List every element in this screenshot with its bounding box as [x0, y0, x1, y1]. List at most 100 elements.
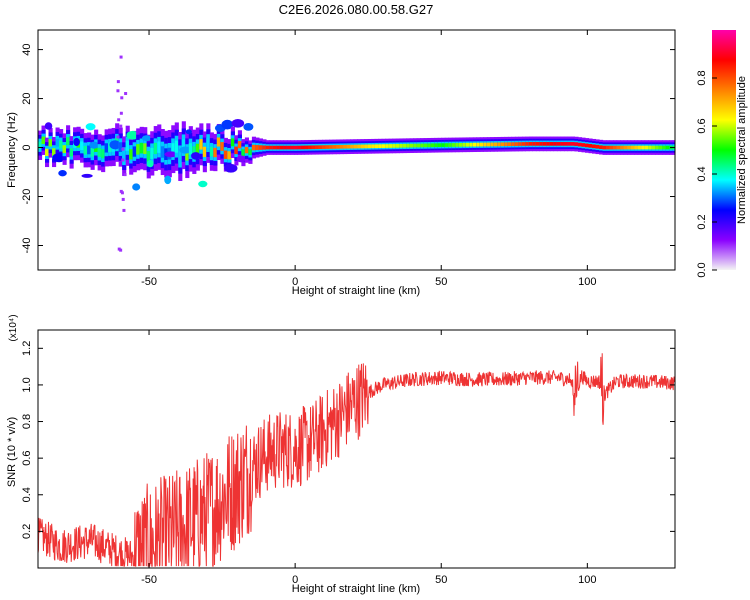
snr-y-label: SNR (10 * v/v): [6, 417, 18, 487]
spectrogram-cell: [83, 145, 88, 155]
spectrogram-y-label: Frequency (Hz): [6, 112, 18, 188]
spectrogram-cell: [357, 144, 362, 149]
spectrogram-cell: [455, 143, 460, 147]
spectrogram-cell: [655, 145, 660, 150]
spectrogram-cell: [444, 143, 449, 147]
spectrogram-cell: [353, 144, 358, 149]
spectrogram-y-tick-label: -20: [21, 189, 33, 205]
spectrogram-cell: [206, 138, 211, 149]
spectrogram-cell: [199, 139, 204, 150]
spectrogram-cell: [97, 147, 102, 157]
spectrogram-cell: [658, 145, 663, 150]
spectrogram-cell: [255, 145, 260, 151]
spectrogram-cell: [507, 142, 512, 147]
spectrogram-blob: [243, 122, 254, 131]
spectrogram-cell: [563, 142, 569, 146]
spectrogram-cell: [409, 143, 414, 148]
spectrogram-panel: -50 0 50 100 -40 -20 0 20 40 Height of straight …: [6, 29, 676, 297]
spectrogram-y-tick-label: -40: [21, 238, 33, 254]
spectrogram-cell: [521, 142, 526, 146]
spectrogram-cell: [490, 142, 495, 147]
spectrogram-cell: [48, 139, 53, 147]
spectrogram-cell: [620, 145, 625, 150]
spectrogram-speck: [124, 92, 128, 96]
spectrogram-blob: [164, 175, 172, 185]
spectrogram-cell: [248, 149, 253, 156]
spectrogram-cell: [174, 140, 179, 153]
spectrogram-blob: [58, 170, 67, 177]
spectrogram-cell: [434, 143, 439, 148]
spectrogram-blob: [89, 141, 99, 149]
spectrogram-cell: [269, 145, 274, 150]
spectrogram-cell: [441, 143, 446, 147]
chart-title: C2E6.2026.080.00.58.G27: [279, 2, 434, 17]
snr-panel: -50 0 50 100 0.2 0.4 0.6 0.8 1.0 1.2 Height of st…: [6, 314, 676, 595]
spectrogram-cell: [525, 142, 530, 146]
spectrogram-frame: [37, 29, 676, 271]
spectrogram-cell: [143, 143, 148, 155]
snr-frame: [37, 329, 676, 569]
snr-x-tick-label: -50: [141, 574, 157, 586]
spectrogram-cell: [616, 145, 621, 150]
spectrogram-cell: [146, 151, 151, 163]
spectrogram-blob: [85, 123, 96, 131]
snr-y-tick-label: 0.8: [21, 414, 33, 429]
spectrogram-cell: [500, 142, 505, 147]
spectrogram-cell: [378, 144, 383, 148]
spectrogram-cell: [599, 145, 604, 150]
spectrogram-cell: [528, 142, 534, 146]
spectrogram-cell: [651, 145, 656, 150]
colorbar-tick-label: 0.4: [696, 166, 708, 181]
colorbar-ticks: 0.0 0.2 0.4 0.6 0.8: [696, 70, 717, 278]
spectrogram-cell: [251, 144, 256, 151]
spectrogram-cell: [108, 142, 113, 153]
spectrogram-blob: [44, 122, 53, 130]
spectrogram-cell: [129, 149, 134, 160]
spectrogram-cell: [258, 145, 264, 150]
spectrogram-heatmap: [38, 55, 675, 252]
spectrogram-cell: [69, 148, 74, 157]
spectrogram-blob: [164, 151, 178, 158]
snr-y-multiplier: (x10⁴): [8, 314, 19, 341]
snr-x-label: Height of straight line (km): [292, 583, 420, 595]
spectrogram-cell: [588, 144, 593, 148]
spectrogram-cell: [581, 143, 586, 147]
spectrogram-cell: [577, 142, 583, 147]
spectrogram-cell: [234, 146, 239, 155]
spectrogram-speck: [117, 118, 121, 122]
spectrogram-speck: [116, 80, 120, 84]
spectrogram-cell: [360, 144, 365, 149]
spectrogram-cell: [300, 145, 306, 150]
spectrogram-blob: [191, 152, 201, 160]
spectrogram-cell: [592, 144, 597, 149]
spectrogram-cell: [595, 144, 600, 149]
spectrogram-cell: [101, 149, 106, 159]
spectrogram-cell: [178, 150, 183, 163]
spectrogram-cell: [479, 142, 484, 147]
spectrogram-cell: [322, 145, 327, 149]
spectrogram-cell: [241, 149, 246, 157]
spectrogram-cell: [157, 141, 162, 153]
spectrogram-cell: [38, 141, 43, 149]
spectrogram-cell: [171, 143, 176, 156]
snr-y-tick-label: 0.6: [21, 451, 33, 466]
spectrogram-cell: [136, 144, 141, 155]
spectrogram-cell: [535, 142, 541, 146]
spectrogram-cell: [118, 142, 123, 153]
spectrogram-cell: [216, 137, 221, 147]
spectrogram-cell: [307, 145, 313, 150]
colorbar-gradient: [712, 30, 736, 270]
spectrogram-cell: [483, 142, 488, 147]
spectrogram-cell: [188, 143, 193, 155]
spectrogram-cell: [336, 145, 341, 149]
spectrogram-blob: [126, 130, 139, 140]
spectrogram-cell: [395, 144, 400, 148]
spectrogram-cell: [279, 145, 285, 150]
spectrogram-cell: [52, 148, 57, 156]
spectrogram-blob: [73, 137, 80, 147]
spectrogram-cell: [297, 145, 302, 150]
snr-y-tick-label: 0.2: [21, 524, 33, 539]
spectrogram-cell: [343, 144, 348, 149]
spectrogram-blob: [179, 146, 192, 154]
colorbar-tick-label: 0.0: [696, 262, 708, 277]
